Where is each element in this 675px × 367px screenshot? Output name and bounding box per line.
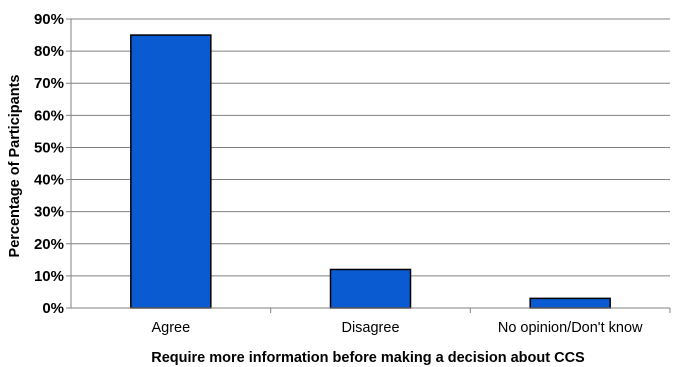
y-tick-label: 70%: [34, 75, 64, 92]
axes: [70, 19, 671, 313]
y-tick-label: 60%: [34, 107, 64, 124]
y-tick-label: 30%: [34, 204, 64, 221]
bar: [529, 297, 611, 309]
y-tick-label: 10%: [34, 268, 64, 285]
y-tick-labels: 0% 10% 20% 30% 40% 50% 60% 70% 80% 90%: [34, 11, 64, 317]
bar: [329, 268, 412, 309]
y-tick-label: 90%: [34, 11, 64, 28]
x-category-label: Disagree: [341, 320, 399, 336]
y-tick-label: 80%: [34, 43, 64, 60]
y-tick-label: 20%: [34, 236, 64, 253]
bar-series: [130, 34, 611, 309]
x-category-label: Agree: [151, 320, 190, 336]
y-tick-label: 0%: [42, 300, 64, 317]
x-category-label: No opinion/Don't know: [498, 320, 643, 336]
y-axis-label: Percentage of Participants: [7, 75, 23, 258]
x-axis-label: Require more information before making a…: [151, 350, 585, 366]
y-tick-label: 40%: [34, 172, 64, 189]
x-category-labels: Agree Disagree No opinion/Don't know: [151, 320, 643, 336]
bar: [130, 34, 212, 309]
y-tick-label: 50%: [34, 139, 64, 156]
